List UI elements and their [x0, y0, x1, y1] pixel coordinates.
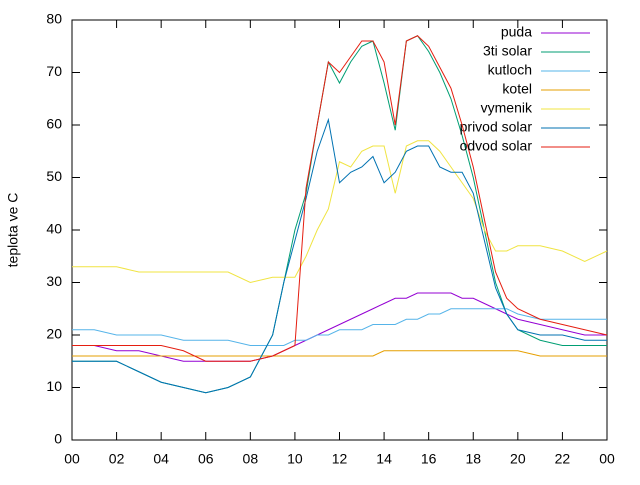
- y-tick-label: 70: [46, 63, 62, 79]
- y-tick-label: 60: [46, 116, 62, 132]
- x-tick-label: 20: [510, 451, 526, 467]
- x-tick-label: 00: [64, 451, 80, 467]
- x-tick-label: 14: [376, 451, 392, 467]
- legend-label: puda: [501, 24, 532, 40]
- series-line: [72, 308, 607, 346]
- y-tick-label: 20: [46, 326, 62, 342]
- y-tick-label: 40: [46, 221, 62, 237]
- series-line: [72, 140, 608, 284]
- series-line: [72, 350, 607, 357]
- x-tick-label: 02: [109, 451, 125, 467]
- series-line: [72, 117, 607, 394]
- series-line: [72, 35, 608, 362]
- y-tick-label: 0: [54, 431, 62, 447]
- y-tick-label: 80: [46, 11, 62, 27]
- x-tick-label: 18: [465, 451, 481, 467]
- x-tick-label: 06: [198, 451, 214, 467]
- series-line: [72, 292, 607, 362]
- y-tick-label: 10: [46, 378, 62, 394]
- x-tick-label: 12: [332, 451, 348, 467]
- x-tick-label: 00: [599, 451, 615, 467]
- legend-label: vymenik: [481, 100, 533, 116]
- legend-label: kutloch: [488, 62, 532, 78]
- x-tick-label: 08: [243, 451, 259, 467]
- x-tick-label: 16: [421, 451, 437, 467]
- y-axis-label: teplota ve C: [5, 193, 21, 268]
- x-tick-label: 04: [153, 451, 169, 467]
- legend-label: odvod solar: [460, 138, 533, 154]
- legend-label: privod solar: [460, 119, 533, 135]
- y-tick-label: 50: [46, 168, 62, 184]
- y-tick-label: 30: [46, 273, 62, 289]
- x-tick-label: 10: [287, 451, 303, 467]
- legend-label: 3ti solar: [483, 43, 532, 59]
- x-tick-label: 22: [555, 451, 571, 467]
- legend-label: kotel: [502, 81, 532, 97]
